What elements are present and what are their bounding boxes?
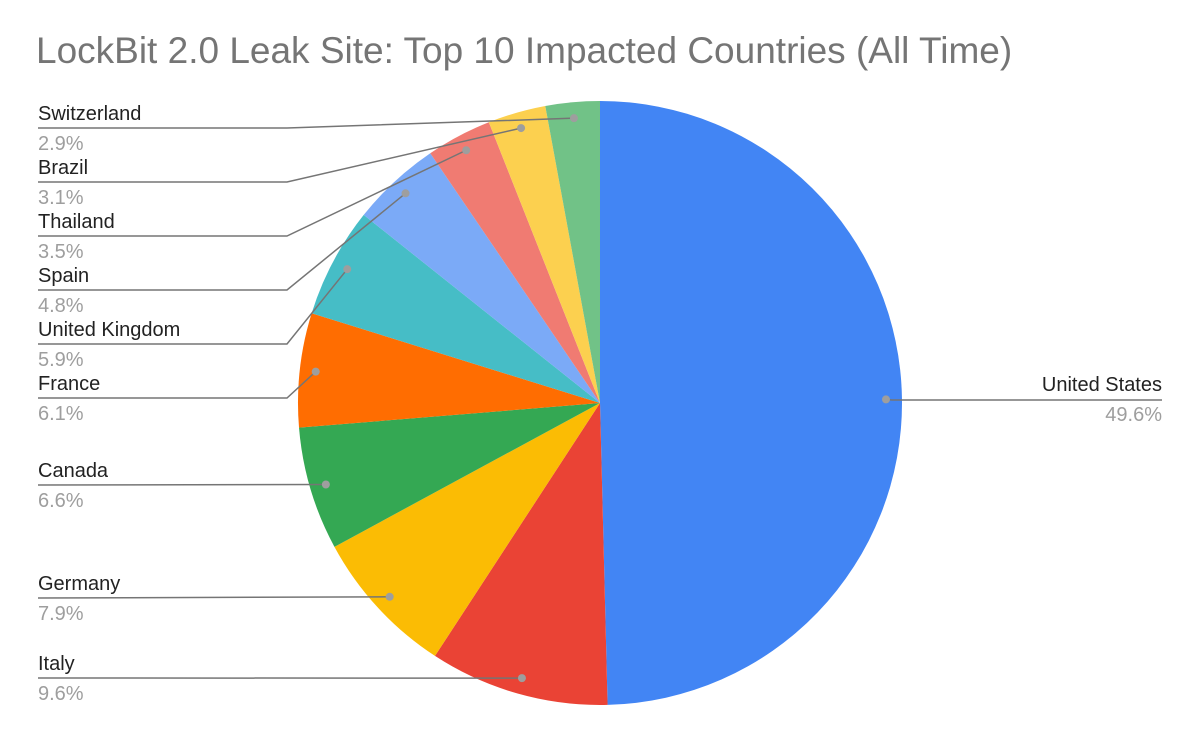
slice-label-united-kingdom: United Kingdom (38, 319, 180, 341)
pie-slice-spain (363, 153, 600, 403)
slice-percent-italy: 9.6% (38, 683, 84, 705)
leader-dot-italy (517, 674, 526, 683)
pie-slice-canada (299, 403, 600, 547)
slice-label-united-states: United States (1042, 374, 1162, 396)
leader-dot-united-states (881, 395, 890, 404)
leader-dot-brazil (517, 124, 526, 133)
pie-slice-italy (434, 403, 608, 705)
slice-percent-canada: 6.6% (38, 490, 84, 512)
slice-percent-united-states: 49.6% (1105, 404, 1162, 426)
pie-slice-united-kingdom (311, 214, 600, 403)
leader-line-thailand (38, 149, 467, 237)
slice-label-germany: Germany (38, 573, 120, 595)
leader-dot-canada (321, 480, 330, 489)
slice-percent-united-kingdom: 5.9% (38, 349, 84, 371)
leader-dot-germany (385, 592, 394, 601)
leader-dot-spain (401, 189, 410, 198)
leader-line-france (38, 371, 317, 399)
leader-dot-france (311, 367, 320, 376)
pie-slice-france (298, 313, 600, 428)
pie-slice-brazil (488, 105, 600, 404)
slice-percent-france: 6.1% (38, 403, 84, 425)
leader-dot-switzerland (569, 114, 578, 123)
slice-percent-brazil: 3.1% (38, 187, 84, 209)
pie-slice-united-states (600, 101, 902, 705)
pie-slice-thailand (430, 122, 600, 403)
leader-dot-united-kingdom (343, 265, 352, 274)
slice-label-france: France (38, 373, 100, 395)
slice-label-thailand: Thailand (38, 211, 115, 233)
leader-line-united-states (885, 398, 1162, 401)
slice-percent-thailand: 3.5% (38, 241, 84, 263)
leader-line-switzerland (38, 117, 575, 129)
leader-dot-thailand (462, 146, 471, 155)
slice-label-switzerland: Switzerland (38, 103, 141, 125)
leader-line-brazil (38, 127, 522, 183)
pie-slice-switzerland (545, 101, 600, 403)
leader-line-spain (38, 192, 407, 291)
slice-label-brazil: Brazil (38, 157, 88, 179)
slice-percent-germany: 7.9% (38, 603, 84, 625)
pie-slice-germany (334, 403, 600, 656)
leader-line-united-kingdom (38, 268, 348, 345)
slice-label-italy: Italy (38, 653, 75, 675)
slice-percent-switzerland: 2.9% (38, 133, 84, 155)
slice-label-spain: Spain (38, 265, 89, 287)
slice-label-canada: Canada (38, 460, 109, 482)
chart-title: LockBit 2.0 Leak Site: Top 10 Impacted C… (36, 30, 1013, 71)
slice-percent-spain: 4.8% (38, 295, 84, 317)
leader-line-germany (37, 596, 390, 599)
